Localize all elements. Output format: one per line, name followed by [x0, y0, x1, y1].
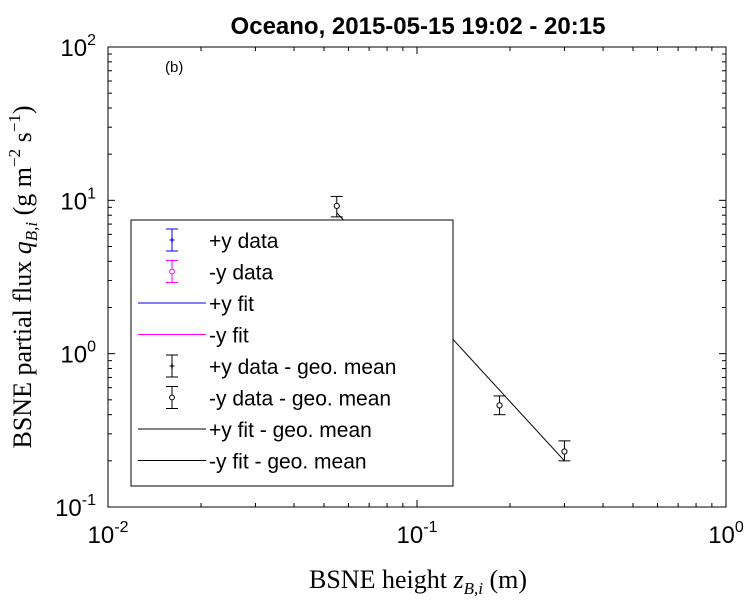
x-tick-label-exponent: -1: [423, 519, 437, 536]
y-axis-label-unit-post: ): [8, 106, 37, 115]
data-point: [493, 395, 506, 416]
legend-item: +y fit: [138, 293, 254, 316]
y-tick-label-base: 10: [60, 35, 87, 62]
y-tick-label-exponent: -1: [82, 492, 96, 509]
x-axis-label-subscript: B,i: [464, 579, 484, 598]
y-axis-label-exp2: −1: [5, 114, 24, 132]
y-tick-label: 100: [60, 339, 96, 369]
x-tick-label-exponent: 0: [735, 519, 744, 536]
legend-label: +y fit: [209, 293, 254, 316]
axis-ticks: [107, 46, 727, 508]
y-tick-label: 101: [60, 185, 96, 215]
legend-item: +y data - geo. mean: [166, 354, 396, 379]
x-tick-label-base: 10: [88, 522, 115, 549]
data-point: [330, 195, 343, 218]
y-tick-label-exponent: 0: [87, 339, 96, 356]
legend: +y data -y data +y fit -y fit +y data - geo.…: [130, 219, 454, 487]
y-axis-label-symbol: q: [8, 241, 37, 254]
chart-title: Oceano, 2015-05-15 19:02 - 20:15: [231, 13, 606, 40]
x-tick-label: 100: [708, 519, 744, 549]
y-tick-label: 10-1: [55, 492, 96, 522]
data-marker: [333, 202, 340, 209]
y-axis-label-unit-mid: s: [8, 132, 37, 149]
data-marker: [561, 448, 568, 455]
legend-label: +y data - geo. mean: [209, 356, 396, 379]
data-points: [330, 195, 571, 462]
x-axis-label-text: BSNE height: [309, 565, 453, 594]
x-tick-label: 10-2: [88, 519, 129, 549]
x-tick-label-base: 10: [708, 522, 735, 549]
legend-label: -y data: [209, 262, 274, 285]
y-tick-label: 102: [60, 32, 96, 62]
legend-label: -y data - geo. mean: [209, 388, 391, 411]
x-axis-label-symbol: z: [452, 565, 463, 594]
legend-label: +y data: [209, 230, 279, 253]
y-axis-label-exp1: −2: [5, 149, 24, 167]
y-tick-label-base: 10: [55, 495, 82, 522]
y-tick-label-exponent: 2: [87, 32, 96, 49]
legend-circle-marker: [169, 268, 175, 275]
x-axis-label: BSNE height zB,i (m): [309, 565, 527, 598]
data-marker: [496, 402, 503, 409]
legend-label: +y fit - geo. mean: [209, 419, 372, 442]
legend-item: -y data: [166, 260, 274, 285]
y-tick-label-base: 10: [60, 342, 87, 369]
y-tick-label-base: 10: [60, 188, 87, 215]
legend-circle-marker: [169, 394, 175, 401]
y-axis-label: BSNE partial flux qB,i (g m−2 s−1): [5, 106, 41, 449]
x-tick-label-exponent: -2: [114, 519, 128, 536]
y-axis-label-subscript: B,i: [22, 222, 41, 242]
x-tick-labels: 10-2 10-1 100: [88, 519, 744, 549]
panel-label: (b): [165, 59, 183, 76]
legend-item: -y fit - geo. mean: [138, 451, 367, 474]
legend-item: -y fit: [138, 325, 249, 348]
legend-label: -y fit: [209, 325, 249, 348]
legend-item: +y data: [166, 228, 279, 253]
x-axis-label-unit: (m): [483, 565, 527, 594]
legend-item: +y fit - geo. mean: [138, 419, 372, 442]
data-point: [558, 440, 571, 462]
x-tick-label: 10-1: [397, 519, 438, 549]
legend-label: -y fit - geo. mean: [209, 451, 367, 474]
y-tick-label-exponent: 1: [87, 185, 96, 202]
legend-box: [130, 219, 454, 487]
y-axis-label-unit-pre: (g m: [8, 167, 37, 222]
x-tick-label-base: 10: [397, 522, 424, 549]
legend-item: -y data - geo. mean: [166, 386, 391, 411]
y-axis-label-text: BSNE partial flux: [8, 254, 37, 448]
